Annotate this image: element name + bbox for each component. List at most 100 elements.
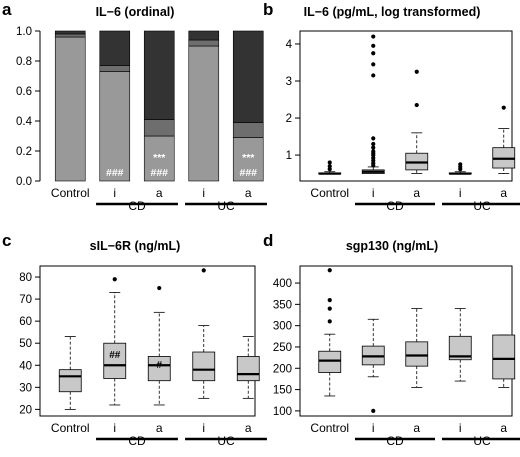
y-tick-label: 1 <box>286 150 292 162</box>
plot-frame <box>39 265 256 417</box>
y-tick-label: 0.6 <box>16 86 32 98</box>
bar-segment <box>54 30 86 35</box>
y-tick-label: 0.4 <box>16 116 33 128</box>
x-tick-label: Control <box>310 421 349 435</box>
bar-segment <box>188 45 220 182</box>
outlier-point <box>414 102 419 108</box>
bar-segment <box>143 119 175 137</box>
outlier-point <box>201 268 206 273</box>
y-tick-label: 300 <box>273 321 292 333</box>
y-tick-label: 50 <box>19 338 32 350</box>
outlier-point <box>371 62 376 67</box>
x-tick-label: a <box>245 186 252 200</box>
outlier-point <box>327 306 332 311</box>
y-tick-label: 250 <box>273 342 292 354</box>
y-tick-label: 3 <box>286 76 292 88</box>
bar-segment <box>232 122 264 138</box>
panel-letter: d <box>263 231 273 250</box>
y-tick-label: 0.2 <box>16 146 32 158</box>
outlier-point <box>327 164 332 169</box>
group-label: UC <box>473 434 491 448</box>
x-tick-label: i <box>459 186 462 200</box>
y-tick-label: 40 <box>19 360 32 372</box>
x-tick-label: a <box>500 421 507 435</box>
outlier-point <box>371 155 376 161</box>
x-tick-label: a <box>413 186 420 200</box>
panel-letter: c <box>2 231 11 250</box>
outlier-point <box>327 160 332 165</box>
significance-label: ### <box>150 167 168 179</box>
group-label: CD <box>386 434 404 448</box>
x-tick-label: Control <box>51 186 90 200</box>
chart-title: sgp130 (ng/mL) <box>346 239 438 253</box>
x-tick-label: i <box>372 421 375 435</box>
x-tick-label: Control <box>51 421 90 435</box>
panel-letter: a <box>2 0 12 19</box>
outlier-point <box>371 145 376 150</box>
x-tick-label: i <box>372 186 375 200</box>
group-label: UC <box>217 199 235 213</box>
x-tick-label: i <box>202 186 205 200</box>
bar-segment <box>232 30 264 123</box>
y-tick-label: 60 <box>19 316 32 328</box>
y-tick-label: 20 <box>19 404 32 416</box>
outlier-point <box>327 268 332 273</box>
y-tick-label: 70 <box>19 294 32 306</box>
y-tick-label: 2 <box>286 113 292 125</box>
bar-segment <box>54 36 86 182</box>
outlier-point <box>371 141 376 147</box>
group-label: CD <box>386 199 404 213</box>
significance-label: *** <box>153 152 166 164</box>
significance-label: *** <box>242 152 255 164</box>
outlier-point <box>327 167 332 172</box>
x-tick-label: i <box>202 421 205 435</box>
y-tick-label: 1.0 <box>16 26 32 38</box>
box <box>492 334 516 380</box>
y-tick-label: 150 <box>273 385 292 397</box>
y-tick-label: 100 <box>273 406 292 418</box>
box <box>318 350 342 373</box>
x-tick-label: i <box>113 421 116 435</box>
y-tick-label: 200 <box>273 363 292 375</box>
outlier-point <box>501 105 506 110</box>
significance-label: # <box>156 360 162 371</box>
bar-segment <box>188 30 220 41</box>
plot-frame <box>299 265 513 417</box>
box <box>448 335 472 361</box>
x-tick-label: a <box>156 186 163 200</box>
box <box>192 351 216 382</box>
y-tick-label: 350 <box>273 299 292 311</box>
x-tick-label: a <box>245 421 252 435</box>
outlier-point <box>112 277 117 282</box>
panel-c: c sIL−6R (ng/mL) 20 30 40 50 60 70 80 Control i a i a… <box>2 231 267 448</box>
y-tick-label: 30 <box>19 382 32 394</box>
outlier-point <box>371 34 376 39</box>
group-label: UC <box>217 434 235 448</box>
bar-segment <box>99 71 131 182</box>
significance-label: ### <box>106 167 124 179</box>
chart-title: IL−6 (ordinal) <box>96 5 175 19</box>
outlier-point <box>157 285 162 291</box>
box <box>147 356 171 382</box>
group-label: UC <box>473 199 491 213</box>
box <box>405 341 429 367</box>
bar-segment <box>232 137 264 182</box>
x-tick-label: a <box>413 421 420 435</box>
panel-letter: b <box>263 0 273 19</box>
chart-title: IL−6 (pg/mL, log transformed) <box>304 5 481 19</box>
x-tick-label: Control <box>310 186 349 200</box>
x-tick-label: a <box>500 186 507 200</box>
bar-segment <box>143 30 175 120</box>
x-tick-label: i <box>113 186 116 200</box>
box <box>103 342 127 379</box>
panel-b: b IL−6 (pg/mL, log transformed) 1 2 3 4 Contro… <box>263 0 520 213</box>
bar-segment <box>99 30 131 66</box>
chart-title: sIL−6R (ng/mL) <box>90 239 181 253</box>
y-tick-label: 4 <box>286 39 293 51</box>
y-tick-label: 80 <box>19 272 32 284</box>
outlier-point <box>371 136 376 141</box>
bar-segment <box>143 135 175 182</box>
x-tick-label: a <box>156 421 163 435</box>
box <box>58 369 82 393</box>
outlier-point <box>371 73 376 78</box>
